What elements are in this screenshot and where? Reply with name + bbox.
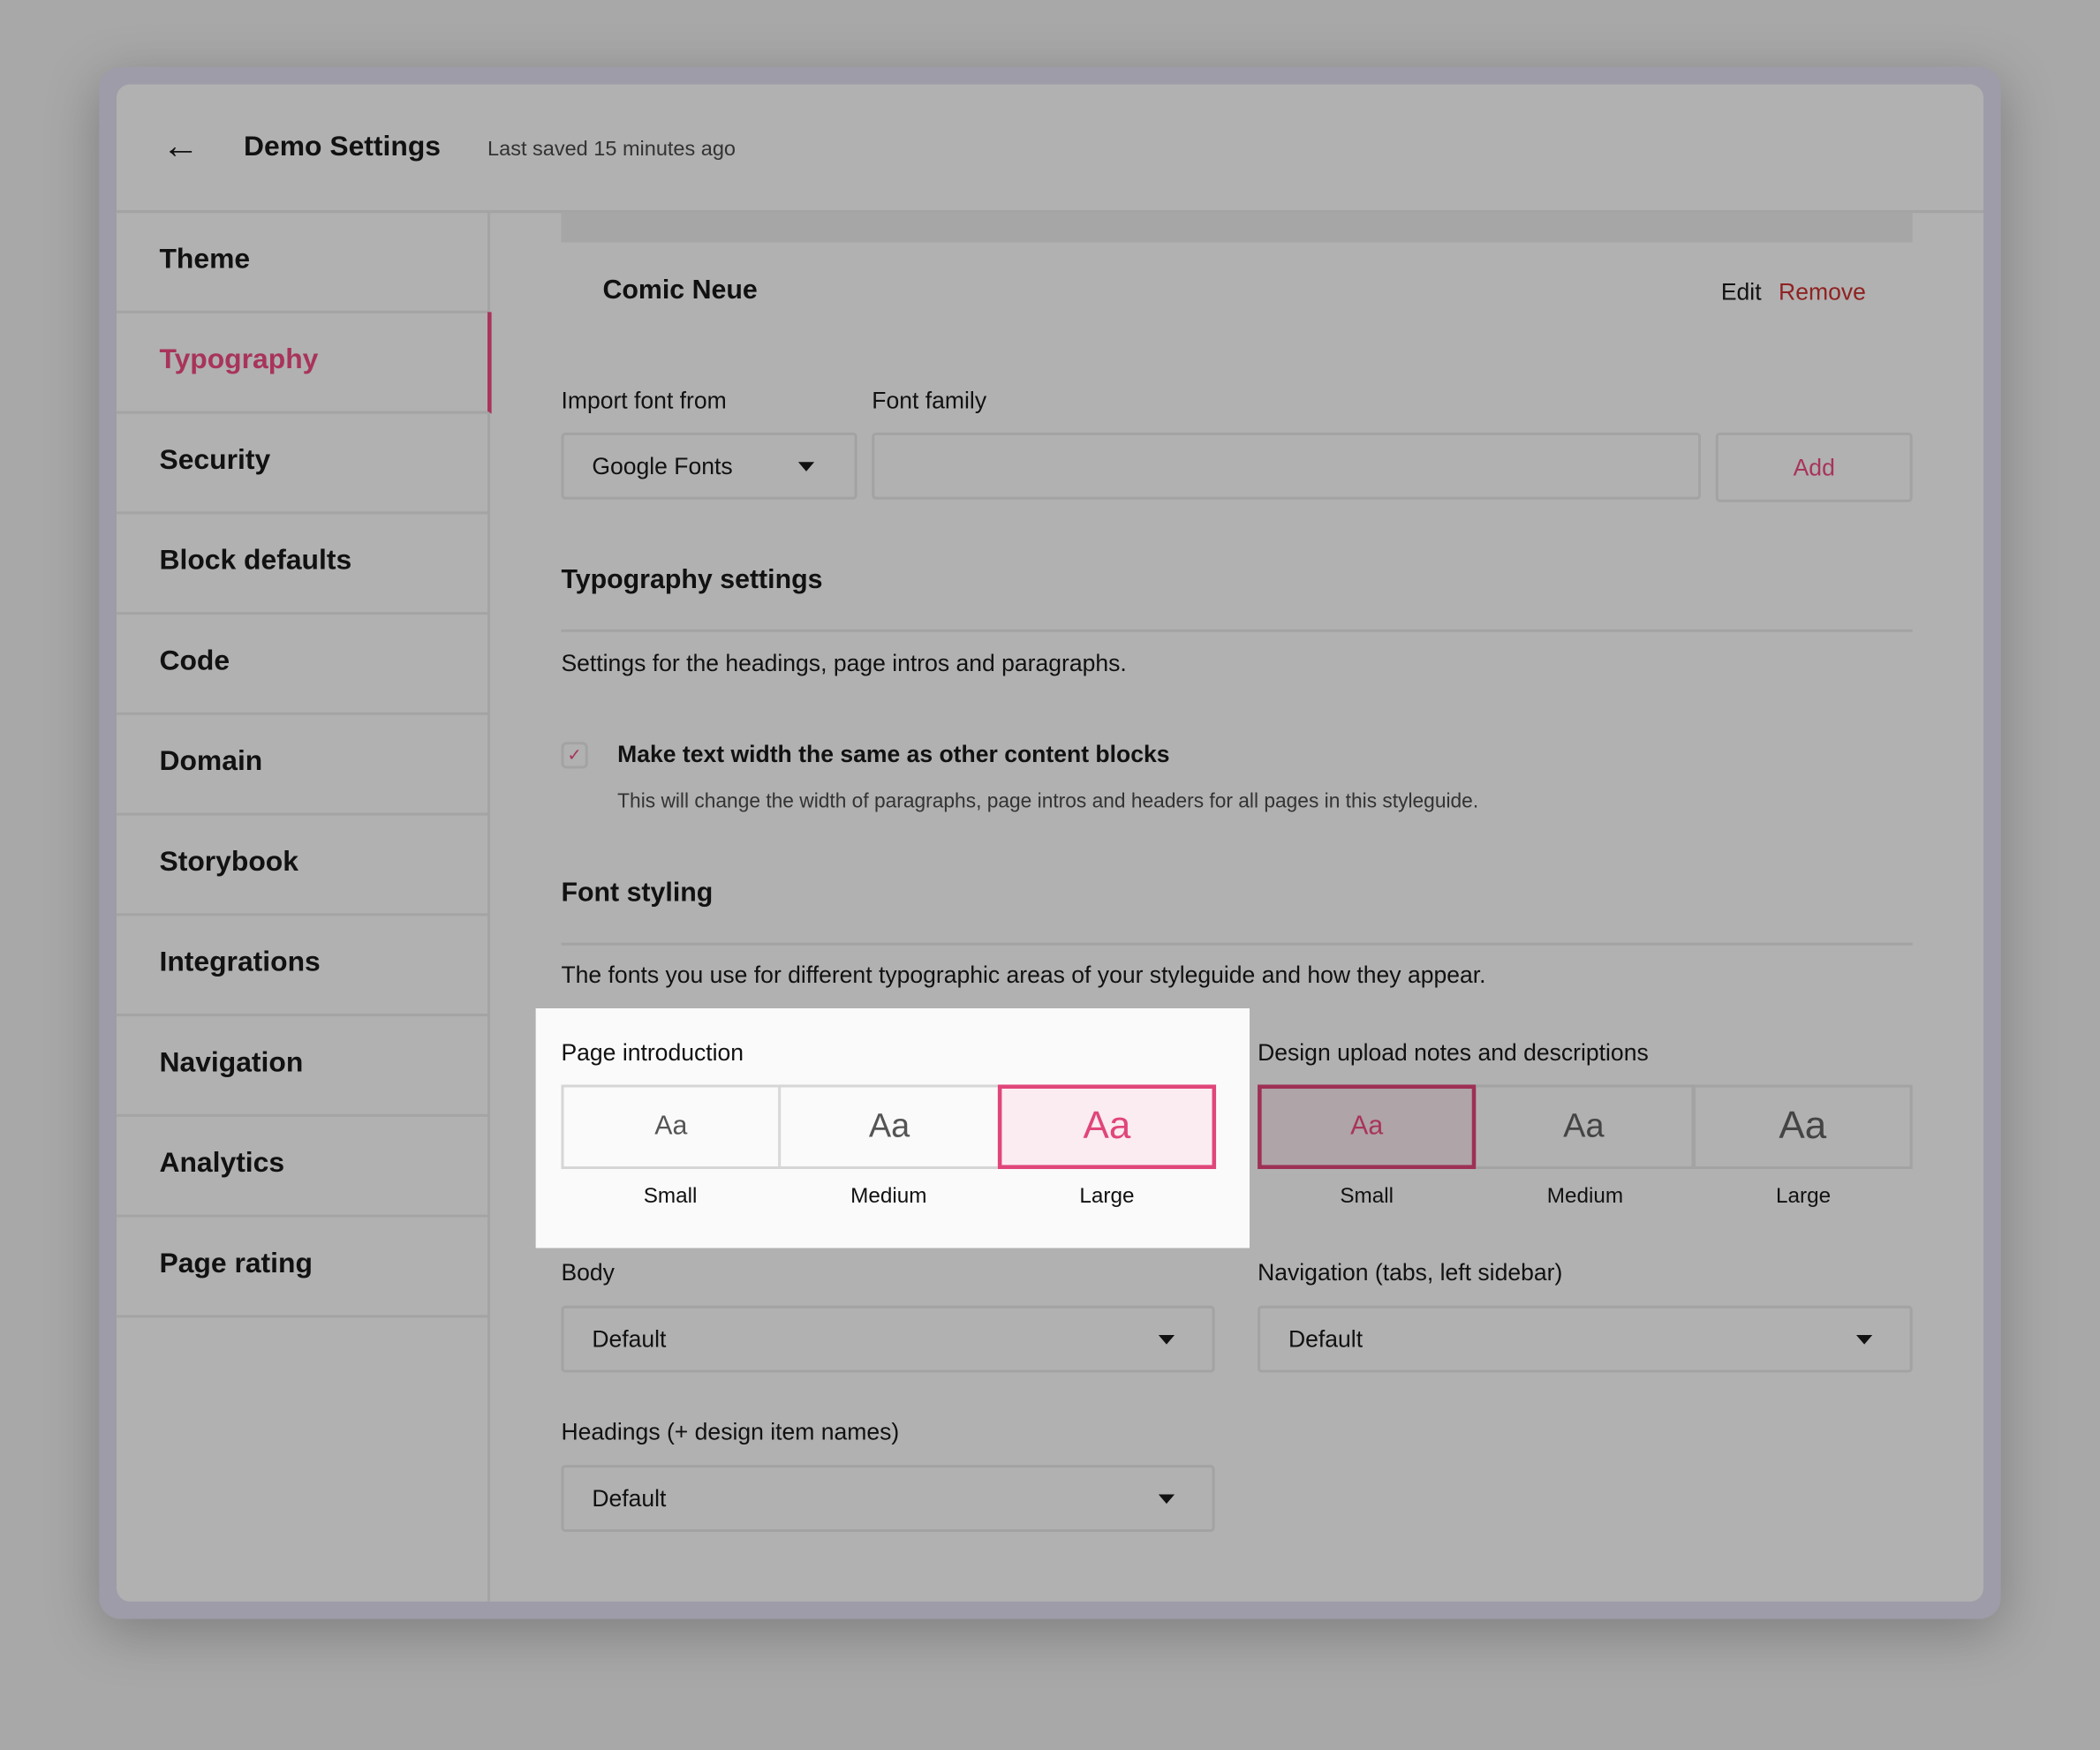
page-introduction-highlight: Page introduction Aa Aa Aa Small Medium … [535,1007,1250,1248]
body-font-select[interactable]: Default [561,1305,1215,1373]
font-family-label: Font family [872,387,987,414]
sample-text: Aa [1779,1105,1827,1148]
navigation-font-label: Navigation (tabs, left sidebar) [1258,1258,1563,1286]
typography-settings-heading: Typography settings [561,565,823,595]
font-name: Comic Neue [602,275,758,305]
page-introduction-label: Page introduction [561,1038,744,1067]
sample-text: Aa [1350,1111,1384,1142]
sidebar-item-page-rating[interactable]: Page rating [116,1216,488,1318]
headings-font-select[interactable]: Default [561,1465,1215,1532]
option-label: Large [1776,1185,1832,1208]
text-width-label: Make text width the same as other conten… [617,740,1170,768]
font-styling-description: The fonts you use for different typograp… [561,961,1486,989]
font-styling-heading: Font styling [561,878,714,909]
sample-text: Aa [654,1111,688,1142]
remove-link[interactable]: Remove [1779,278,1866,305]
design-notes-label: Design upload notes and descriptions [1258,1038,1649,1067]
sample-text: Aa [868,1107,910,1145]
sidebar-item-analytics[interactable]: Analytics [116,1115,488,1218]
option-label: Large [1079,1185,1135,1208]
option-label: Medium [850,1185,927,1208]
design-notes-large-option[interactable]: Aa [1694,1084,1913,1169]
text-width-help: This will change the width of paragraphs… [617,789,1479,813]
page-intro-medium-option[interactable]: Aa [779,1084,998,1169]
last-saved-status: Last saved 15 minutes ago [487,138,737,161]
sample-text: Aa [1563,1107,1605,1145]
import-source-label: Import font from [561,387,727,414]
select-value: Default [592,1484,667,1512]
sidebar-item-label: Code [159,645,230,676]
sidebar-item-label: Page rating [159,1248,313,1279]
sidebar-item-block-defaults[interactable]: Block defaults [116,513,488,615]
sidebar-item-label: Block defaults [159,545,352,577]
navigation-font-select[interactable]: Default [1258,1305,1913,1373]
option-label: Small [643,1185,698,1208]
add-font-button[interactable]: Add [1715,432,1913,502]
arrow-left-icon[interactable]: ← [162,124,200,167]
sidebar-item-integrations[interactable]: Integrations [116,915,488,1017]
sidebar-item-code[interactable]: Code [116,614,488,715]
sidebar-item-label: Domain [159,745,263,777]
sidebar-item-typography[interactable]: Typography [116,312,492,414]
chevron-down-icon [1158,1335,1175,1345]
chevron-down-icon [1856,1335,1873,1345]
add-label: Add [1793,453,1835,480]
body-font-label: Body [561,1258,615,1286]
option-label: Medium [1546,1185,1624,1208]
sidebar-item-theme[interactable]: Theme [116,212,488,313]
select-value: Default [592,1325,667,1353]
sidebar-item-domain[interactable]: Domain [116,713,488,816]
font-preview-strip [561,211,1913,243]
design-notes-small-option[interactable]: Aa [1258,1084,1477,1169]
sidebar-item-navigation[interactable]: Navigation [116,1015,488,1117]
divider [561,942,1913,946]
sample-text: Aa [1083,1105,1131,1148]
page-intro-small-option[interactable]: Aa [561,1084,780,1169]
design-notes-group: Design upload notes and descriptions Aa … [1258,1008,1913,1248]
sidebar-item-label: Storybook [159,846,298,878]
divider [561,629,1913,632]
sidebar-item-storybook[interactable]: Storybook [116,814,488,916]
edit-link[interactable]: Edit [1720,278,1762,305]
import-source-select[interactable]: Google Fonts [561,432,857,500]
sidebar-divider [487,211,491,1602]
import-source-value: Google Fonts [592,452,733,479]
page-title: Demo Settings [244,131,442,162]
sidebar-item-label: Security [159,444,271,476]
headings-font-label: Headings (+ design item names) [561,1418,900,1445]
page-intro-large-option[interactable]: Aa [997,1084,1217,1169]
sidebar-item-security[interactable]: Security [116,412,488,515]
typography-settings-description: Settings for the headings, page intros a… [561,649,1127,676]
design-notes-medium-option[interactable]: Aa [1476,1084,1695,1169]
sidebar-item-label: Analytics [159,1147,285,1179]
sidebar-item-label: Theme [159,244,251,275]
font-family-input[interactable] [872,432,1702,500]
settings-panel: ← Demo Settings Last saved 15 minutes ag… [116,84,1984,1602]
sidebar-item-label: Integrations [159,947,321,978]
sidebar-item-label: Navigation [159,1046,304,1078]
option-label: Small [1340,1185,1394,1208]
sidebar-item-label: Typography [159,343,319,375]
checkmark-icon: ✓ [567,744,582,765]
select-value: Default [1288,1325,1363,1353]
chevron-down-icon [1158,1494,1175,1505]
chevron-down-icon [797,462,815,471]
text-width-checkbox[interactable]: ✓ [561,742,588,769]
